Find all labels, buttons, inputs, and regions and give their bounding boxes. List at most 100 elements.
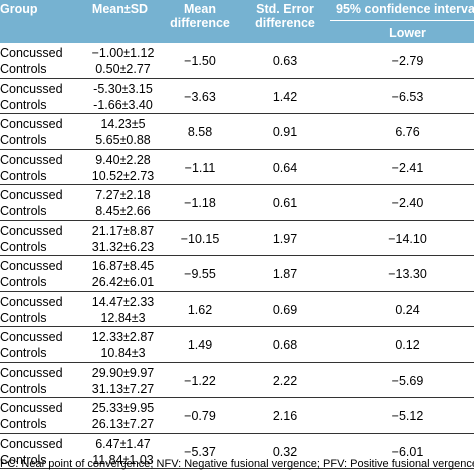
mean-difference: −1.50: [184, 54, 216, 68]
mean-difference: 8.58: [187, 125, 213, 139]
std-error-difference: 2.22: [272, 373, 298, 388]
group-controls: Controls: [0, 133, 47, 147]
group-concussed: Concussed: [0, 46, 63, 60]
std-error-difference: 1.42: [272, 89, 298, 104]
group-controls: Controls: [0, 275, 47, 289]
mean-sd-controls: 0.50±2.77: [95, 62, 151, 76]
header-std-error-line2: difference: [255, 16, 315, 30]
mean-difference: 1.49: [187, 338, 213, 352]
group-concussed: Concussed: [0, 294, 63, 309]
ci-lower: −2.79: [391, 54, 424, 68]
group-controls: Controls: [0, 310, 47, 325]
mean-sd-controls: 26.42±6.01: [91, 275, 155, 289]
mean-sd-controls: 31.32±6.23: [91, 239, 155, 254]
header-mean-difference-line2: difference: [170, 16, 230, 30]
std-error-difference: 0.64: [272, 160, 298, 175]
header-mean-sd: Mean±SD: [91, 2, 149, 16]
header-lower: Lower: [389, 26, 426, 40]
mean-difference: −0.79: [184, 409, 216, 423]
table-row: Concussed Controls 14.47±2.33 12.84±3 1.62 0.…: [0, 292, 474, 327]
table-footnote: PC: Near point of convergence; NFV: Nega…: [0, 458, 474, 470]
group-controls: Controls: [0, 62, 47, 76]
table-row: Concussed Controls 6.47±1.47 11.84±1.03 −5.3…: [0, 434, 474, 469]
std-error-difference: 2.16: [272, 409, 298, 423]
mean-difference: 1.62: [187, 302, 213, 317]
mean-difference: −9.55: [184, 267, 216, 281]
mean-sd-concussed: 16.87±8.45: [91, 259, 155, 273]
mean-sd-controls: -1.66±3.40: [93, 97, 153, 112]
ci-lower: −6.01: [391, 444, 424, 459]
header-std-error-difference: Std. Error difference: [240, 2, 330, 30]
mean-sd-controls: 12.84±3: [100, 310, 146, 325]
mean-sd-controls: 11.84±1.03: [92, 452, 154, 467]
header-mean-difference-line1: Mean: [184, 2, 216, 16]
mean-difference: −5.37: [184, 444, 216, 459]
ci-lower: 6.76: [395, 125, 420, 139]
ci-lower: −2.41: [391, 160, 424, 175]
group-concussed: Concussed: [0, 117, 63, 131]
group-concussed: Concussed: [0, 188, 63, 202]
table-row: Concussed Controls 21.17±8.87 31.32±6.23 −10…: [0, 221, 474, 256]
header-group: Group: [0, 2, 38, 16]
table-row: Concussed Controls 16.87±8.45 26.42±6.01 −9.…: [0, 256, 474, 292]
table-row: Concussed Controls 12.33±2.87 10.84±3 1.49 0.…: [0, 327, 474, 363]
header-divider: [330, 20, 474, 21]
ci-lower: −6.53: [391, 89, 424, 104]
std-error-difference: 0.68: [272, 338, 298, 352]
table-row: Concussed Controls 25.33±9.95 26.13±7.27 −0.…: [0, 398, 474, 434]
mean-sd-concussed: 14.23±5: [100, 117, 146, 131]
group-concussed: Concussed: [0, 223, 63, 238]
mean-sd-controls: 26.13±7.27: [91, 417, 155, 431]
header-confidence-interval: 95% confidence interval o: [336, 2, 474, 16]
group-controls: Controls: [0, 168, 47, 183]
ci-lower: −14.10: [388, 231, 427, 246]
mean-sd-controls: 10.52±2.73: [91, 168, 155, 183]
group-concussed: Concussed: [0, 401, 63, 415]
mean-sd-controls: 10.84±3: [100, 346, 146, 360]
group-concussed: Concussed: [0, 152, 63, 167]
mean-sd-concussed: -5.30±3.15: [93, 81, 153, 96]
table-row: Concussed Controls -5.30±3.15 -1.66±3.40 −3.…: [0, 79, 474, 114]
mean-sd-concussed: 6.47±1.47: [95, 436, 151, 451]
table-row: Concussed Controls 7.27±2.18 8.45±2.66 −1.18…: [0, 185, 474, 221]
table-body: Concussed Controls −1.00±1.12 0.50±2.77 −1.5…: [0, 43, 474, 469]
table-header: Group Mean±SD Mean difference Std. Error…: [0, 0, 474, 43]
ci-lower: −13.30: [388, 267, 427, 281]
table-row: Concussed Controls −1.00±1.12 0.50±2.77 −1.5…: [0, 43, 474, 79]
mean-sd-controls: 5.65±0.88: [95, 133, 151, 147]
mean-sd-concussed: 12.33±2.87: [91, 330, 155, 344]
group-concussed: Concussed: [0, 259, 63, 273]
ci-lower: −5.12: [391, 409, 424, 423]
ci-lower: −2.40: [391, 196, 424, 210]
mean-sd-concussed: −1.00±1.12: [91, 46, 155, 60]
std-error-difference: 0.61: [272, 196, 298, 210]
mean-sd-controls: 31.13±7.27: [91, 381, 155, 396]
group-concussed: Concussed: [0, 436, 63, 451]
mean-sd-concussed: 9.40±2.28: [95, 152, 151, 167]
group-controls: Controls: [0, 417, 47, 431]
mean-difference: −10.15: [180, 231, 220, 246]
mean-difference: −1.11: [184, 160, 216, 175]
table-row: Concussed Controls 29.90±9.97 31.13±7.27 −1.…: [0, 363, 474, 398]
mean-sd-concussed: 7.27±2.18: [95, 188, 151, 202]
group-controls: Controls: [0, 204, 47, 218]
header-mean-difference: Mean difference: [165, 2, 235, 30]
table-row: Concussed Controls 14.23±5 5.65±0.88 8.58 0.9…: [0, 114, 474, 150]
group-controls: Controls: [0, 239, 47, 254]
mean-sd-concussed: 21.17±8.87: [91, 223, 155, 238]
ci-lower: −5.69: [391, 373, 424, 388]
std-error-difference: 1.97: [272, 231, 298, 246]
ci-lower: 0.24: [395, 302, 420, 317]
table-row: Concussed Controls 9.40±2.28 10.52±2.73 −1.1…: [0, 150, 474, 185]
group-concussed: Concussed: [0, 330, 63, 344]
mean-difference: −1.18: [184, 196, 216, 210]
group-controls: Controls: [0, 97, 47, 112]
std-error-difference: 1.87: [272, 267, 298, 281]
mean-sd-concussed: 14.47±2.33: [91, 294, 155, 309]
std-error-difference: 0.69: [272, 302, 298, 317]
mean-difference: −1.22: [184, 373, 216, 388]
group-controls: Controls: [0, 452, 47, 467]
std-error-difference: 0.91: [272, 125, 298, 139]
group-controls: Controls: [0, 381, 47, 396]
group-concussed: Concussed: [0, 365, 63, 380]
